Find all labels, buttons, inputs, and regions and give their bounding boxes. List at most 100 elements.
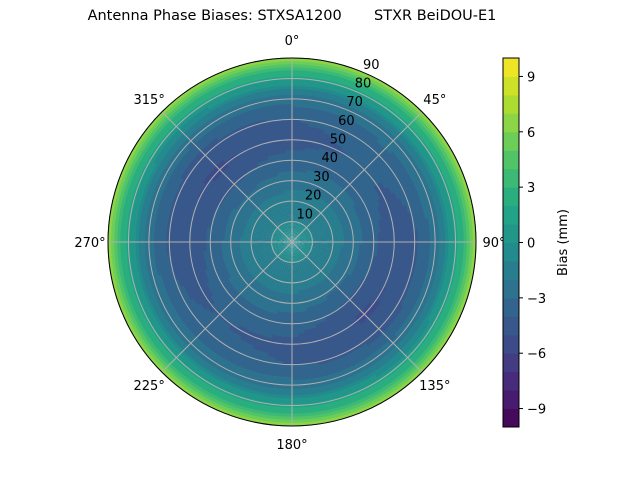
contour-cell	[303, 236, 307, 239]
contour-cell	[291, 287, 296, 292]
contour-cell	[300, 253, 305, 258]
contour-cell	[280, 254, 284, 258]
contour-cell	[297, 237, 301, 240]
contour-cell	[299, 295, 305, 301]
contour-cell	[346, 231, 351, 237]
contour-cell	[293, 244, 296, 248]
contour-cell	[293, 235, 295, 240]
contour-cell	[321, 233, 326, 237]
contour-cell	[298, 215, 302, 219]
contour-cell	[303, 259, 307, 264]
contour-cell	[279, 240, 283, 242]
contour-cell	[297, 245, 301, 248]
contour-cell	[285, 242, 289, 244]
contour-cell	[295, 293, 300, 298]
contour-cell	[286, 253, 289, 258]
contour-cell	[324, 233, 329, 237]
contour-cell	[295, 183, 301, 188]
contour-cell	[289, 247, 292, 252]
contour-cell	[279, 237, 284, 240]
contour-cell	[292, 247, 294, 252]
contour-cell	[278, 216, 283, 221]
contour-cell	[285, 234, 289, 238]
contour-cell	[281, 229, 285, 234]
contour-cell	[309, 228, 314, 232]
contour-cell	[288, 247, 291, 252]
contour-cell	[321, 286, 327, 292]
contour-cell	[257, 293, 264, 300]
contour-cell	[245, 233, 250, 238]
contour-cell	[324, 247, 329, 252]
contour-cell	[236, 267, 242, 273]
contour-cell	[285, 195, 290, 200]
contour-cell	[296, 274, 300, 279]
contour-cell	[252, 232, 257, 236]
contour-cell	[297, 243, 302, 246]
contour-cell	[294, 247, 296, 252]
contour-cell	[281, 192, 286, 198]
contour-cell	[302, 233, 306, 236]
contour-cell	[300, 237, 305, 240]
contour-cell	[299, 246, 303, 250]
contour-cell	[296, 256, 299, 261]
contour-cell	[294, 232, 296, 237]
contour-cell	[300, 244, 305, 247]
contour-cell	[288, 236, 291, 240]
contour-cell	[233, 247, 238, 253]
contour-cell	[255, 235, 259, 239]
contour-cell	[298, 189, 304, 195]
contour-cell	[276, 237, 281, 240]
contour-cell	[309, 252, 314, 257]
contour-cell	[296, 236, 300, 239]
contour-cell	[292, 210, 295, 215]
contour-cell	[281, 247, 285, 250]
contour-cell	[342, 205, 349, 212]
contour-cell	[293, 244, 296, 248]
contour-cell	[296, 230, 299, 235]
contour-cell	[295, 250, 298, 254]
contour-cell	[298, 286, 303, 292]
contour-cell	[342, 272, 349, 279]
contour-cell	[266, 229, 271, 233]
contour-cell	[284, 236, 288, 239]
contour-cell	[287, 272, 290, 277]
contour-cell	[294, 237, 298, 241]
contour-cell	[294, 247, 297, 251]
contour-cell	[281, 286, 286, 291]
contour-cell	[281, 247, 286, 251]
contour-cell	[276, 244, 281, 247]
contour-cell	[288, 236, 291, 240]
contour-cell	[299, 261, 303, 266]
contour-cell	[236, 247, 241, 252]
contour-cell	[268, 248, 273, 252]
contour-cell	[273, 243, 277, 246]
contour-cell	[293, 247, 296, 252]
contour-cell	[274, 234, 278, 238]
contour-cell	[281, 267, 285, 272]
contour-cell	[284, 271, 288, 276]
contour-cell	[289, 223, 292, 227]
contour-cell	[284, 235, 288, 239]
contour-cell	[343, 236, 348, 241]
contour-cell	[281, 205, 286, 210]
contour-cell	[282, 283, 287, 288]
contour-cell	[282, 243, 287, 246]
contour-cell	[296, 217, 299, 222]
contour-cell	[262, 293, 269, 299]
chart-title: Antenna Phase Biases: STXSA1200 STXR Bei…	[87, 8, 497, 24]
contour-cell	[290, 235, 292, 240]
contour-cell	[352, 248, 357, 254]
contour-cell	[284, 249, 288, 253]
contour-cell	[293, 229, 295, 234]
contour-cell	[238, 270, 244, 277]
contour-cell	[286, 250, 289, 254]
contour-cell	[296, 245, 300, 248]
contour-cell	[327, 248, 332, 252]
contour-cell	[315, 293, 321, 299]
contour-cell	[295, 240, 299, 242]
contour-cell	[288, 236, 291, 240]
contour-cell	[307, 242, 311, 245]
contour-cell	[261, 246, 266, 250]
contour-cell	[297, 218, 301, 222]
contour-cell	[263, 185, 269, 191]
